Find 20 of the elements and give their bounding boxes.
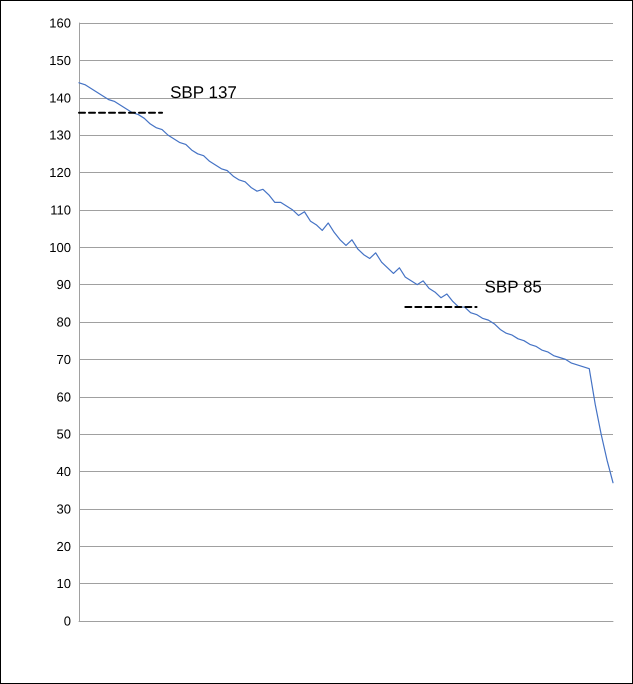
y-tick-label: 110 — [50, 202, 71, 218]
line-series — [78, 82, 614, 484]
y-tick-label: 0 — [64, 614, 71, 628]
y-tick-label: 60 — [56, 389, 71, 404]
y-tick-label: 20 — [56, 538, 71, 554]
y-tick-label: 10 — [56, 576, 71, 592]
series-label: SBP 137 — [170, 83, 237, 102]
y-tick-label: 70 — [56, 352, 71, 367]
y-tick-label: 120 — [49, 165, 71, 180]
y-tick-label: 150 — [49, 52, 71, 68]
y-tick-label: 100 — [49, 240, 71, 255]
y-tick-label: 40 — [56, 464, 71, 479]
y-tick-label: 90 — [56, 277, 71, 292]
y-tick-label: 80 — [56, 314, 71, 330]
y-tick-label: 160 — [49, 16, 71, 30]
y-tick-label: 50 — [56, 426, 71, 442]
series-label: SBP 85 — [484, 278, 542, 297]
y-tick-label: 130 — [49, 128, 71, 143]
y-tick-label: 140 — [49, 90, 71, 106]
y-tick-label: 30 — [56, 501, 71, 516]
